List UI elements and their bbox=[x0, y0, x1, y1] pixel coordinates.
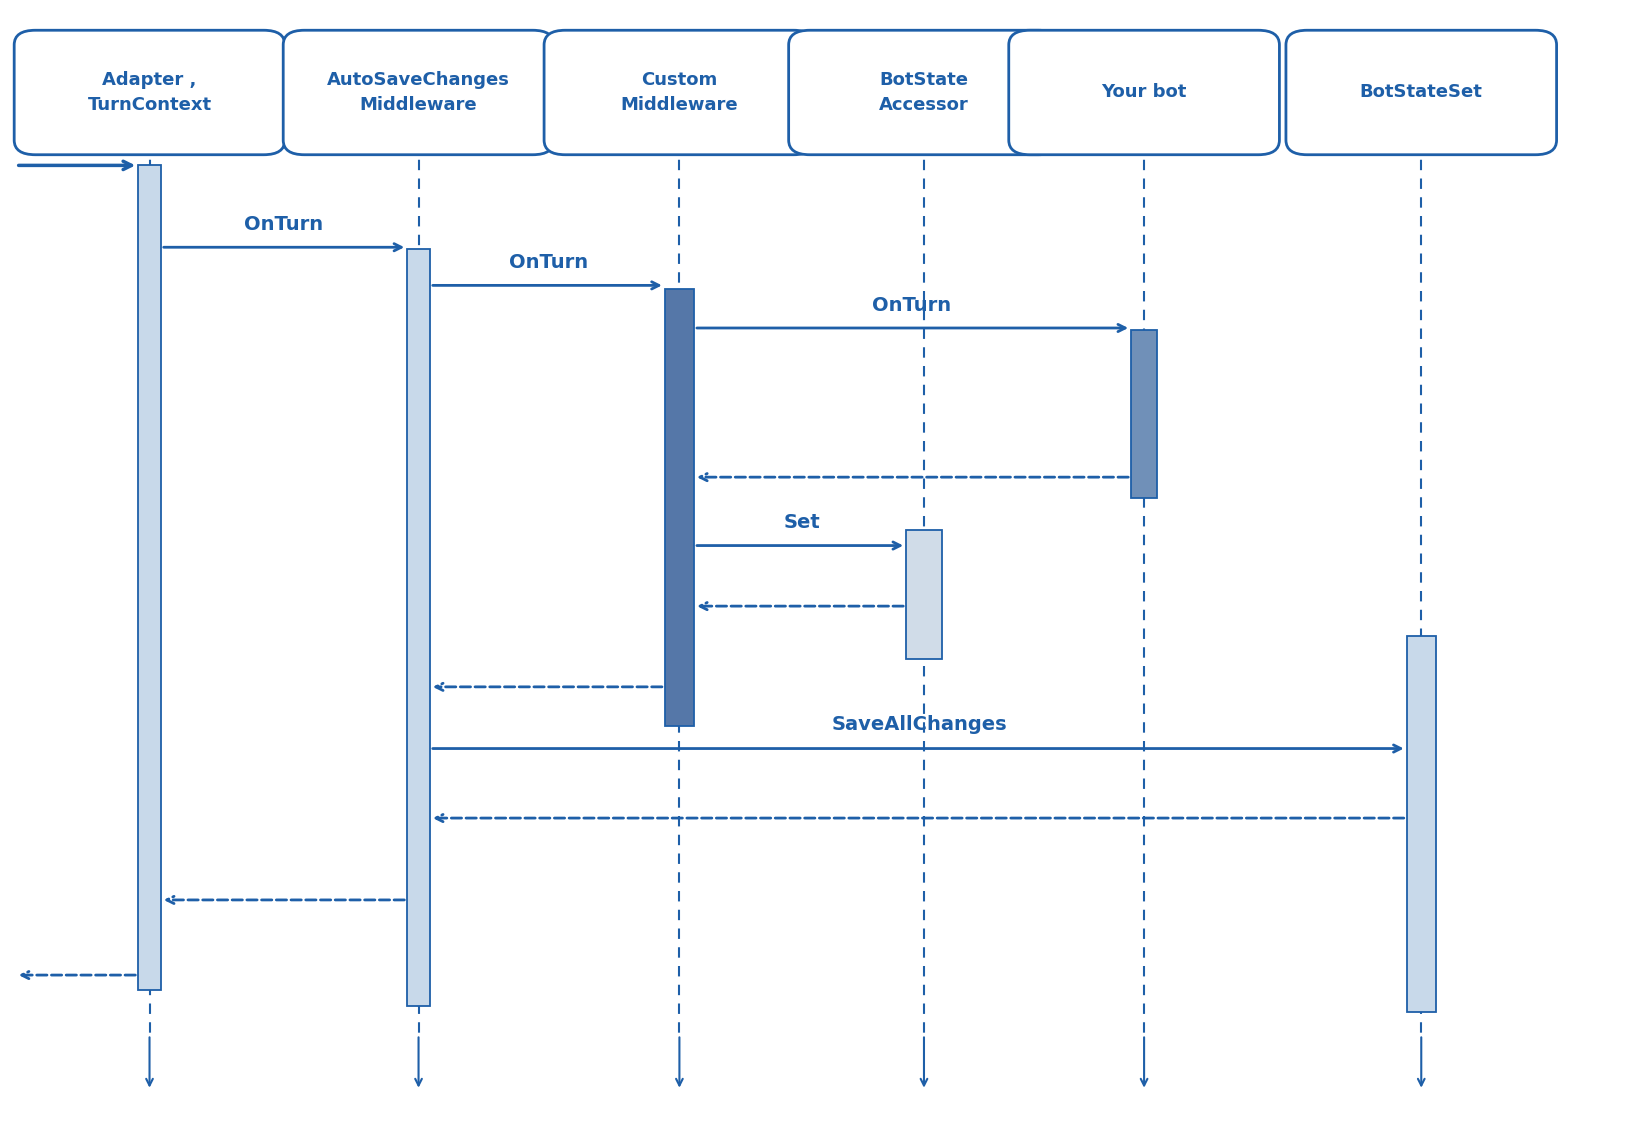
Text: Adapter ,
TurnContext: Adapter , TurnContext bbox=[87, 71, 211, 114]
Text: Custom
Middleware: Custom Middleware bbox=[620, 71, 738, 114]
Bar bbox=[664, 289, 694, 726]
Text: SaveAllChanges: SaveAllChanges bbox=[833, 715, 1008, 734]
Text: AutoSaveChanges
Middleware: AutoSaveChanges Middleware bbox=[327, 71, 510, 114]
Text: Set: Set bbox=[784, 513, 820, 532]
FancyBboxPatch shape bbox=[15, 30, 285, 154]
Bar bbox=[407, 249, 430, 1006]
FancyBboxPatch shape bbox=[1286, 30, 1556, 154]
FancyBboxPatch shape bbox=[283, 30, 555, 154]
Bar bbox=[1407, 637, 1436, 1012]
FancyBboxPatch shape bbox=[789, 30, 1058, 154]
Text: BotState
Accessor: BotState Accessor bbox=[879, 71, 969, 114]
Text: Your bot: Your bot bbox=[1101, 83, 1186, 101]
FancyBboxPatch shape bbox=[545, 30, 815, 154]
Text: BotStateSet: BotStateSet bbox=[1360, 83, 1482, 101]
Text: OnTurn: OnTurn bbox=[244, 215, 324, 233]
Text: OnTurn: OnTurn bbox=[872, 295, 951, 314]
Bar bbox=[1130, 330, 1157, 498]
FancyBboxPatch shape bbox=[1009, 30, 1279, 154]
Bar bbox=[906, 530, 942, 659]
Text: OnTurn: OnTurn bbox=[509, 252, 589, 272]
Bar bbox=[137, 166, 160, 990]
